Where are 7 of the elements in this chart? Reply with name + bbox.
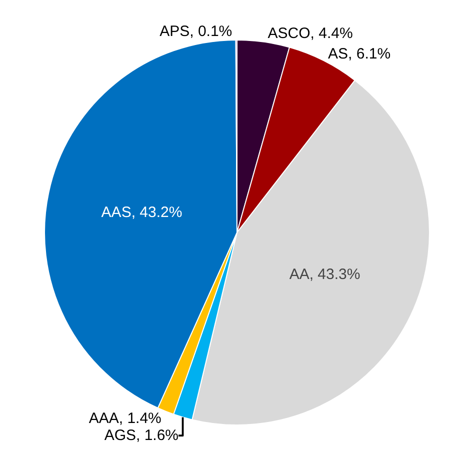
slice-label: ASCO, 4.4%: [268, 24, 353, 42]
slice-label: AA, 43.3%: [289, 266, 360, 284]
slice-label: AGS, 1.6%: [104, 427, 179, 444]
slice-label: AS, 6.1%: [328, 45, 391, 62]
slice-label: APS, 0.1%: [160, 23, 232, 40]
slice-label: AAA, 1.4%: [88, 410, 162, 428]
slice-label: AAS, 43.2%: [101, 204, 182, 221]
